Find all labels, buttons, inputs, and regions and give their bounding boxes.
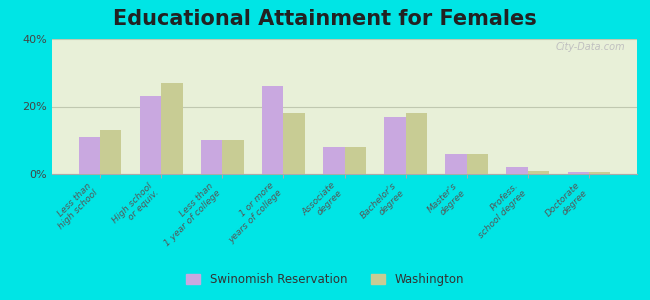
Bar [528, 171, 549, 174]
Legend: Swinomish Reservation, Washington: Swinomish Reservation, Washington [181, 269, 469, 291]
Bar [140, 96, 161, 174]
Bar [445, 154, 467, 174]
Bar [201, 140, 222, 174]
Bar [262, 86, 283, 174]
Bar [79, 137, 100, 174]
Bar [567, 172, 589, 174]
Bar [344, 147, 366, 174]
Bar [506, 167, 528, 174]
Bar [406, 113, 427, 174]
Bar [161, 83, 183, 174]
Text: Educational Attainment for Females: Educational Attainment for Females [113, 9, 537, 29]
Bar [323, 147, 345, 174]
Bar [384, 117, 406, 174]
Bar [467, 154, 488, 174]
Bar [589, 172, 610, 174]
Text: City-Data.com: City-Data.com [556, 42, 625, 52]
Bar [222, 140, 244, 174]
Bar [100, 130, 122, 174]
Bar [283, 113, 305, 174]
